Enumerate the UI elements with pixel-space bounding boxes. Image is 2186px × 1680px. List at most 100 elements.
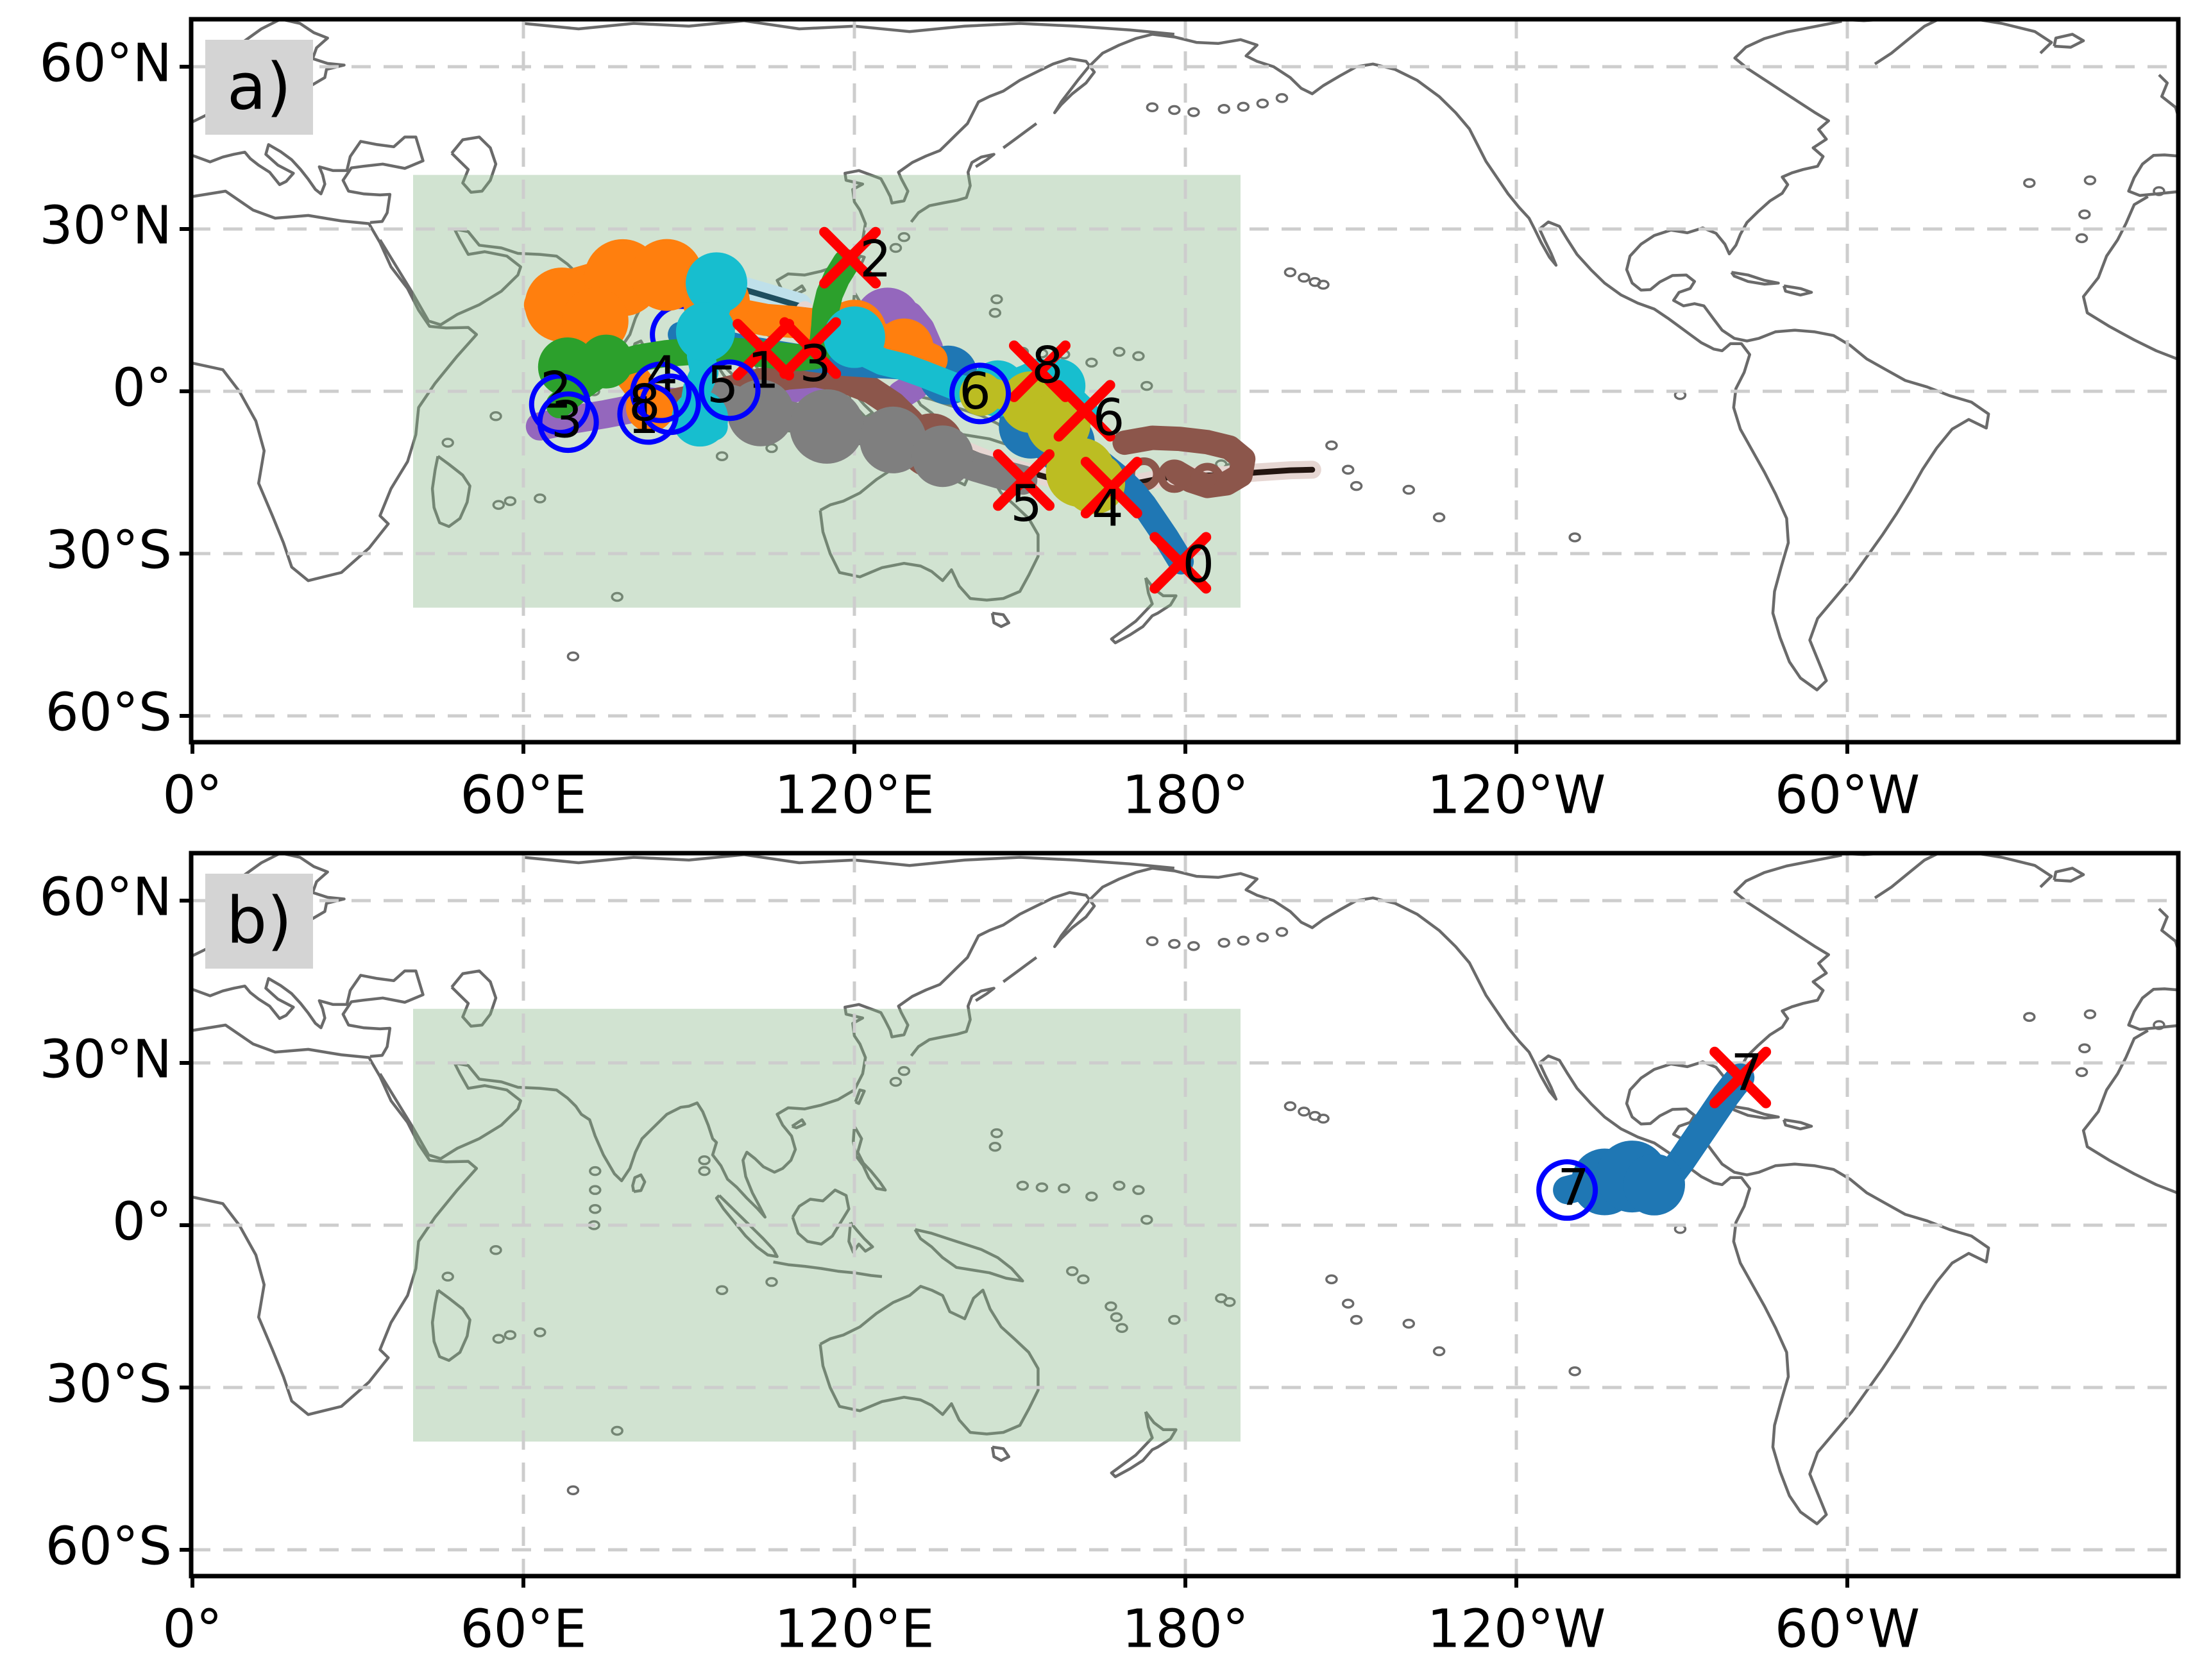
track-brown-east-loop: [1112, 425, 1256, 498]
track-8-olive-blob: [1063, 452, 1126, 514]
coastline: [910, 987, 996, 1057]
lon-tick-label: 120°E: [774, 1599, 934, 1659]
track-5-gray-blob: [911, 425, 974, 488]
coastline: [1002, 956, 1038, 983]
end-marker-number: 8: [1031, 337, 1063, 395]
island-mark: [611, 591, 623, 602]
lon-tick-label: 120°W: [1427, 765, 1606, 826]
island-mark: [2023, 178, 2036, 189]
genesis-marker-circle-8: [639, 373, 701, 436]
lat-tick-label: 60°S: [46, 1516, 172, 1577]
coastline: [192, 135, 425, 225]
island-mark: [534, 1327, 546, 1337]
coastline: [818, 1285, 1040, 1436]
island-mark: [1035, 348, 1049, 359]
coastline: [430, 455, 471, 529]
lat-tick-label: 60°S: [46, 682, 172, 743]
coastline: [2053, 867, 2085, 883]
coastline: [2081, 1029, 2178, 1195]
track-cyan-west-blob: [686, 252, 747, 314]
island-mark: [1341, 464, 1355, 475]
genesis-marker-circle-3: [537, 391, 599, 454]
island-mark: [1298, 1107, 1310, 1117]
track-cyan-east-blob: [824, 306, 885, 368]
island-mark: [2083, 175, 2097, 185]
coastline: [2081, 195, 2178, 361]
island-mark: [589, 1203, 602, 1214]
coastline: [715, 1194, 779, 1259]
track-5-gray-blob: [860, 406, 927, 473]
panel-label-b: b): [226, 883, 292, 958]
track-8-olive-blob: [959, 372, 1003, 416]
island-mark: [1113, 346, 1126, 357]
island-mark: [1298, 273, 1310, 283]
island-mark: [1325, 1274, 1338, 1285]
island-mark: [897, 232, 911, 242]
island-mark: [1085, 1191, 1098, 1202]
genesis-marker-number: 2: [540, 362, 572, 420]
coastline: [910, 153, 996, 223]
map-panel-a: 0012345682341856: [191, 19, 2178, 742]
track-5-gray-blob: [790, 389, 864, 464]
island-mark: [1350, 1314, 1363, 1325]
lon-tick-label: 60°E: [460, 765, 586, 826]
coastline: [2053, 33, 2085, 49]
lon-tick-label: 60°E: [460, 1599, 586, 1659]
coastline: [450, 969, 498, 1028]
island-mark: [1568, 1366, 1581, 1377]
island-mark: [2078, 209, 2091, 219]
end-marker-number: 6: [1093, 389, 1125, 447]
island-mark: [1168, 1314, 1181, 1325]
lat-tick-label: 30°N: [39, 195, 172, 256]
island-mark: [1256, 98, 1269, 109]
island-mark: [1284, 1101, 1297, 1112]
coastline: [378, 853, 1990, 1525]
lat-tick-label: 30°S: [46, 520, 172, 581]
island-mark: [2153, 1020, 2165, 1030]
island-mark: [611, 1425, 623, 1436]
lat-tick-label: 0°: [112, 1191, 172, 1252]
coastline: [1836, 853, 1942, 899]
end-marker-x-8: [1008, 340, 1071, 402]
island-mark: [2075, 233, 2089, 244]
island-mark: [1105, 1301, 1117, 1312]
genesis-marker-circle-7: [1536, 1159, 1598, 1221]
island-mark: [1317, 280, 1330, 290]
island-mark: [489, 411, 502, 421]
end-marker-number: 2: [860, 231, 892, 289]
island-mark: [1132, 351, 1145, 361]
coastline: [1968, 853, 2053, 888]
island-mark: [1256, 932, 1269, 943]
island-mark: [504, 496, 517, 506]
island-mark: [715, 451, 729, 461]
lon-tick-label: 120°E: [774, 765, 934, 826]
island-mark: [1275, 93, 1289, 103]
island-mark: [1115, 1323, 1128, 1333]
island-mark: [1140, 1214, 1153, 1225]
end-marker-number: 4: [1092, 480, 1124, 538]
lat-tick-label: 60°N: [39, 33, 172, 94]
genesis-marker-circle-6: [949, 362, 1012, 425]
island-mark: [1146, 102, 1159, 113]
end-marker-number: 0: [1182, 536, 1214, 594]
track-brown-east-loop-ring: [1157, 459, 1191, 493]
island-mark: [1325, 440, 1338, 451]
genesis-marker-number: 5: [707, 357, 739, 414]
island-mark: [889, 242, 902, 253]
island-mark: [1341, 1298, 1355, 1309]
coastline: [192, 189, 479, 582]
end-marker-x-5: [993, 449, 1055, 511]
island-mark: [889, 1076, 902, 1087]
island-mark: [990, 294, 1003, 305]
genesis-marker-number: 7: [1557, 1160, 1589, 1218]
end-marker-x-4: [1080, 457, 1142, 519]
island-mark: [1077, 1274, 1090, 1285]
island-mark: [1402, 1318, 1416, 1329]
island-mark: [489, 1245, 502, 1255]
island-mark: [1350, 480, 1363, 491]
lon-tick-label: 120°W: [1427, 1599, 1606, 1659]
island-mark: [698, 1166, 711, 1176]
island-mark: [715, 1285, 729, 1295]
island-mark: [988, 1141, 1002, 1152]
coastline: [990, 611, 1011, 629]
